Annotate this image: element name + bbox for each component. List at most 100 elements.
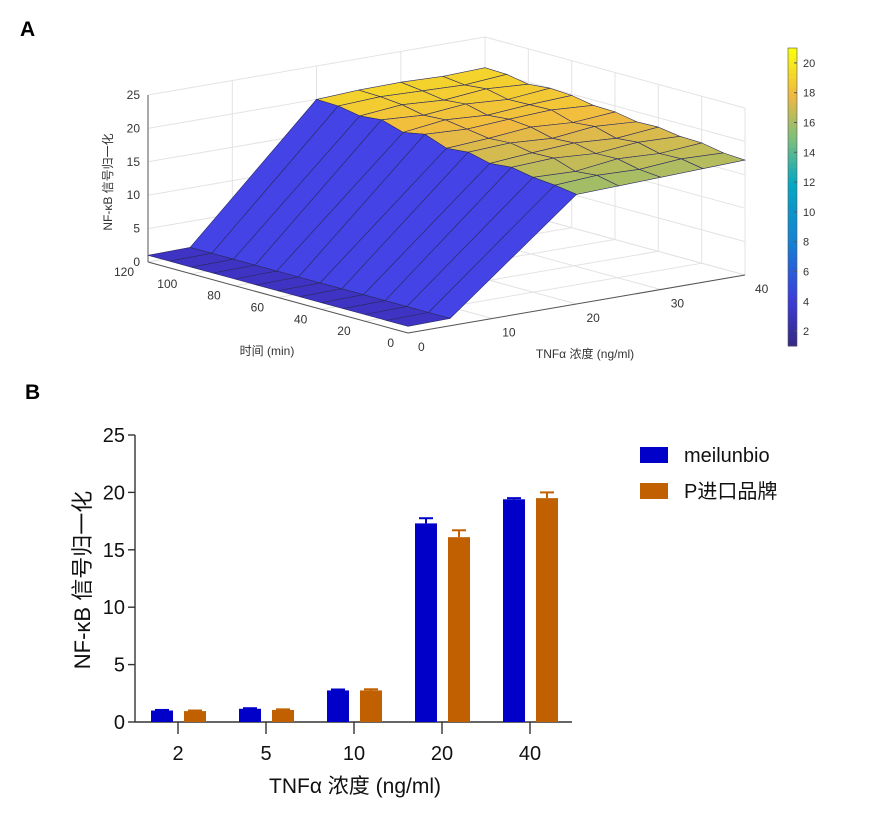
bar-meilunbio-40 — [503, 499, 525, 722]
panel-label-a: A — [20, 18, 36, 41]
colorbar-segment — [788, 187, 797, 193]
colorbar-tick-label: 8 — [803, 237, 809, 249]
colorbar-segment — [788, 72, 797, 79]
x-tick-label: 20 — [431, 743, 453, 765]
bar-meilunbio-2 — [151, 710, 173, 722]
colorbar-segment — [788, 167, 797, 173]
colorbar-segment — [788, 192, 797, 198]
colorbar-segment — [788, 77, 797, 84]
colorbar-tick-label: 6 — [803, 267, 809, 279]
colorbar-tick-label: 10 — [803, 207, 815, 219]
colorbar-segment — [788, 197, 797, 203]
colorbar-segment — [788, 271, 797, 277]
colorbar-segment — [788, 177, 797, 183]
colorbar-segment — [788, 97, 797, 104]
colorbar-segment — [788, 241, 797, 248]
time-tick-label: 80 — [207, 289, 221, 303]
time-tick-label: 0 — [387, 336, 394, 350]
surface-chart: 0510152025020406080100120010203040NF-κB … — [101, 36, 815, 361]
colorbar-segment — [788, 321, 797, 327]
colorbar-segment — [788, 162, 797, 168]
colorbar-segment — [788, 62, 797, 69]
bar-import-20 — [448, 537, 470, 722]
legend-swatch — [640, 447, 668, 463]
colorbar-segment — [788, 331, 797, 337]
colorbar-segment — [788, 226, 797, 233]
colorbar-segment — [788, 82, 797, 89]
z-tick-label: 15 — [127, 155, 141, 169]
surface-patch — [386, 312, 451, 327]
colorbar-segment — [788, 92, 797, 99]
y-tick-label: 0 — [114, 712, 125, 734]
z-tick-label: 25 — [127, 88, 141, 102]
bar-import-2 — [184, 711, 206, 722]
colorbar-segment — [788, 142, 797, 148]
y-tick-label: 25 — [103, 425, 125, 447]
conc-axis-label: TNFα 浓度 (ng/ml) — [536, 346, 634, 361]
colorbar-tick-label: 16 — [803, 118, 815, 130]
colorbar-segment — [788, 48, 797, 54]
x-tick-label: 40 — [519, 743, 541, 765]
colorbar-segment — [788, 122, 797, 128]
colorbar-segment — [788, 251, 797, 258]
colorbar-segment — [788, 147, 797, 153]
y-axis-label: NF-κB 信号归一化 — [70, 491, 95, 669]
y-tick-label: 5 — [114, 655, 125, 677]
colorbar-segment — [788, 201, 797, 208]
colorbar-segment — [788, 137, 797, 143]
colorbar-segment — [788, 261, 797, 268]
colorbar-tick-label: 12 — [803, 177, 815, 189]
colorbar-segment — [788, 152, 797, 158]
colorbar-segment — [788, 301, 797, 307]
colorbar-segment — [788, 286, 797, 292]
colorbar-segment — [788, 326, 797, 332]
colorbar-segment — [788, 206, 797, 213]
colorbar-segment — [788, 236, 797, 243]
bar-import-10 — [360, 690, 382, 722]
legend-label: meilunbio — [684, 445, 770, 467]
colorbar-segment — [788, 117, 797, 123]
z-tick-label: 5 — [133, 222, 140, 236]
bar-meilunbio-5 — [239, 708, 261, 722]
colorbar-segment — [788, 276, 797, 282]
legend-label: P进口品牌 — [684, 480, 777, 503]
colorbar-frame — [787, 47, 798, 347]
colorbar-tick-label: 18 — [803, 88, 815, 100]
y-tick-label: 20 — [103, 482, 125, 504]
colorbar-segment — [788, 311, 797, 317]
time-tick-label: 40 — [294, 312, 308, 326]
colorbar-segment — [788, 231, 797, 238]
colorbar-segment — [788, 87, 797, 94]
colorbar-tick-label: 4 — [803, 296, 809, 308]
legend-swatch — [640, 483, 668, 499]
colorbar-segment — [788, 107, 797, 114]
conc-tick-label: 30 — [671, 297, 685, 311]
colorbar-segment — [788, 102, 797, 109]
bar-meilunbio-20 — [415, 523, 437, 722]
colorbar-segment — [788, 127, 797, 133]
colorbar-segment — [788, 182, 797, 188]
y-tick-label: 15 — [103, 540, 125, 562]
colorbar-segment — [788, 256, 797, 263]
colorbar-segment — [788, 246, 797, 253]
colorbar-segment — [788, 211, 797, 218]
x-tick-label: 5 — [260, 743, 271, 765]
colorbar-segment — [788, 112, 797, 119]
bar-meilunbio-10 — [327, 690, 349, 722]
bar-import-5 — [272, 709, 294, 722]
colorbar-segment — [788, 316, 797, 322]
colorbar-tick-label: 2 — [803, 326, 809, 338]
colorbar-segment — [788, 291, 797, 297]
x-axis-label: TNFα 浓度 (ng/ml) — [269, 775, 441, 798]
time-tick-label: 100 — [157, 277, 177, 291]
colorbar-segment — [788, 306, 797, 312]
y-tick-label: 10 — [103, 597, 125, 619]
conc-tick-label: 0 — [418, 340, 425, 354]
colorbar-segment — [788, 52, 797, 59]
colorbar-segment — [788, 216, 797, 223]
conc-tick-label: 40 — [755, 282, 769, 296]
conc-axis-line — [407, 274, 746, 334]
colorbar-tick-label: 14 — [803, 147, 815, 159]
colorbar-segment — [788, 336, 797, 342]
colorbar-tick-label: 20 — [803, 58, 815, 70]
